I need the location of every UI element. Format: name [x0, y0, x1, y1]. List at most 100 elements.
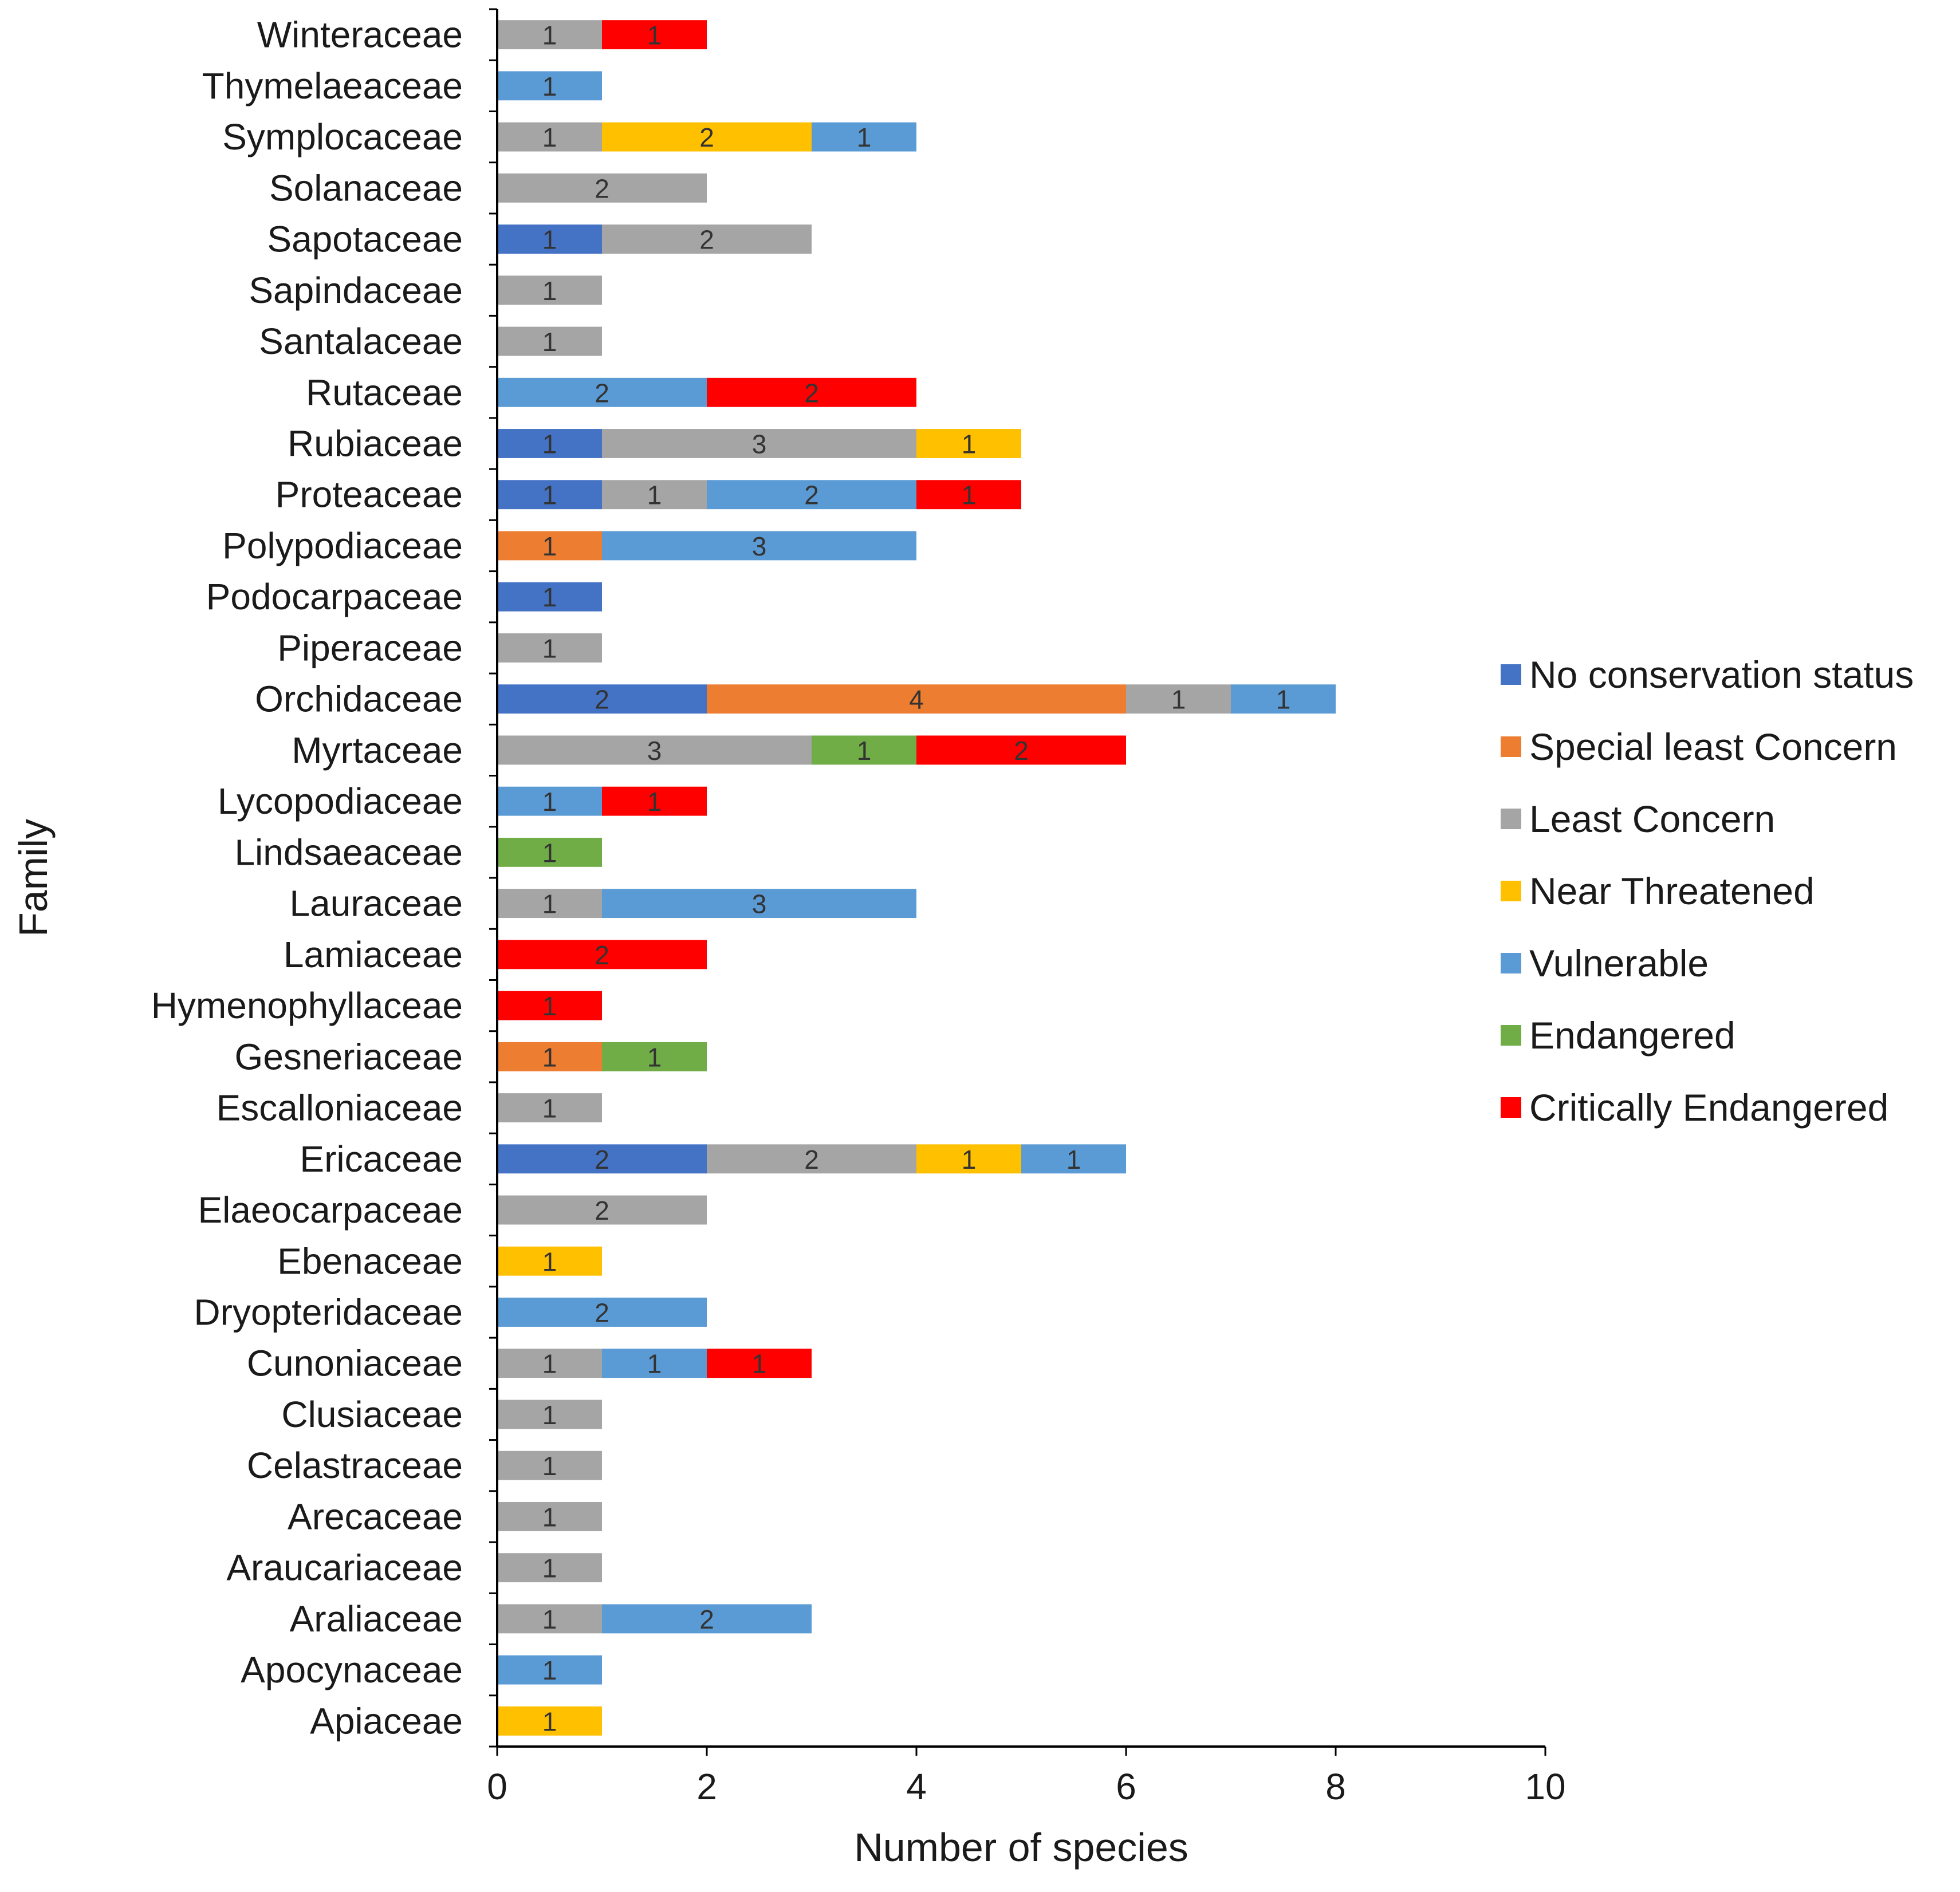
category-label: Gesneriaceae [235, 1036, 463, 1077]
bar-data-label: 2 [804, 378, 819, 408]
bar-data-label: 2 [595, 685, 609, 715]
category-label: Hymenophyllaceae [151, 985, 463, 1026]
bar-segment [707, 377, 916, 407]
bar-segment [497, 1400, 602, 1429]
bar-data-label: 2 [804, 480, 819, 510]
legend-label: Endangered [1529, 1014, 1735, 1057]
bar-data-label: 2 [595, 940, 609, 970]
bars-layer: 1 1 1 1 2 1 2 1 2 1 1 2 2 1 3 1 1 1 2 1 1 3 1 1 2 4 1 1 3 1 2 1 1 1 1 3 2 1 1 1… [497, 20, 1336, 1736]
legend-swatch [1501, 881, 1521, 901]
bar-data-label: 2 [595, 174, 609, 203]
bar-data-label: 1 [542, 429, 557, 459]
bar-segment [497, 1144, 707, 1174]
bar-data-label: 1 [542, 1042, 557, 1072]
bar-data-label: 1 [542, 531, 557, 561]
bar-data-label: 1 [542, 889, 557, 919]
bar-segment [497, 1195, 707, 1225]
category-label: Apiaceae [310, 1700, 463, 1741]
bar-data-label: 1 [542, 633, 557, 663]
category-label: Rubiaceae [288, 423, 463, 464]
bar-data-label: 1 [542, 838, 557, 868]
category-label: Lauraceae [290, 883, 463, 924]
category-label: Solanaceae [269, 167, 463, 208]
x-tick-label: 8 [1325, 1766, 1346, 1807]
bar-data-label: 1 [542, 1706, 557, 1736]
x-axis-title: Number of species [854, 1825, 1188, 1870]
category-label: Santalaceae [259, 321, 463, 362]
bar-data-label: 1 [647, 1042, 662, 1072]
bar-data-label: 2 [595, 1298, 609, 1328]
bar-segment [1231, 684, 1336, 714]
category-label: Polypodiaceae [222, 525, 463, 566]
bar-segment [497, 1349, 602, 1378]
category-label: Arecaceae [288, 1496, 463, 1537]
bar-data-label: 4 [909, 685, 924, 715]
bar-segment [497, 582, 602, 612]
bar-segment [497, 1655, 602, 1685]
bar-data-label: 1 [857, 736, 872, 766]
bar-segment [497, 122, 602, 152]
bar-segment [602, 1604, 812, 1634]
bar-segment [916, 480, 1021, 510]
bar-data-label: 1 [647, 480, 662, 510]
bar-data-label: 1 [542, 1656, 557, 1685]
bar-segment [497, 889, 602, 919]
bar-data-label: 1 [542, 1400, 557, 1430]
category-label: Lycopodiaceae [218, 781, 463, 822]
bar-data-label: 1 [542, 991, 557, 1021]
bar-segment [497, 1246, 602, 1276]
legend-label: No conservation status [1529, 653, 1914, 696]
bar-segment [602, 1349, 707, 1378]
legend-item: Endangered [1501, 1014, 1735, 1057]
bar-data-label: 1 [542, 21, 557, 50]
legend-label: Critically Endangered [1529, 1086, 1888, 1129]
category-label: Rutaceae [306, 372, 463, 413]
category-label: Dryopteridaceae [194, 1292, 463, 1333]
bar-data-label: 2 [595, 1145, 609, 1174]
bar-segment [497, 940, 707, 969]
category-label: Ericaceae [300, 1138, 463, 1180]
bar-segment [497, 1042, 602, 1071]
bar-segment [707, 684, 1126, 714]
bar-segment [497, 991, 602, 1020]
y-axis-title: Family [11, 819, 56, 937]
category-label: Sapotaceae [267, 219, 463, 260]
legend-item: Least Concern [1501, 798, 1775, 840]
legend-item: Special least Concern [1501, 726, 1897, 768]
bar-segment [812, 122, 916, 152]
bar-data-label: 1 [542, 480, 557, 510]
bar-segment [497, 531, 602, 561]
axes-layer: 0 2 4 6 8 10 [487, 8, 1566, 1807]
bar-segment [497, 1706, 602, 1736]
bar-segment [812, 735, 916, 765]
bar-segment [497, 837, 602, 867]
x-tick-label: 10 [1525, 1766, 1565, 1807]
category-label: Orchidaceae [255, 679, 463, 720]
category-label: Apocynaceae [241, 1649, 463, 1690]
legend-swatch [1501, 664, 1521, 685]
bar-segment [916, 1144, 1021, 1174]
bar-segment [497, 1093, 602, 1122]
bar-segment [497, 173, 707, 203]
x-tick-label: 4 [906, 1766, 927, 1807]
bar-segment [497, 429, 602, 458]
bar-data-label: 1 [647, 21, 662, 50]
bar-data-label: 1 [962, 1145, 977, 1174]
legend-label: Near Threatened [1529, 870, 1815, 912]
bar-data-label: 2 [804, 1145, 819, 1174]
bar-data-label: 1 [542, 1605, 557, 1634]
bar-data-label: 1 [542, 276, 557, 306]
bar-data-label: 2 [699, 225, 714, 255]
bar-segment [497, 735, 812, 765]
category-label: Cunoniaceae [247, 1343, 463, 1384]
category-label: Celastraceae [247, 1445, 463, 1486]
bar-data-label: 3 [752, 889, 767, 919]
bar-segment [497, 377, 707, 407]
x-tick-label: 0 [487, 1766, 507, 1807]
bar-segment [497, 1298, 707, 1327]
legend-item: Near Threatened [1501, 870, 1815, 912]
bar-segment [497, 326, 602, 356]
bar-data-label: 2 [595, 1196, 609, 1225]
legend-label: Special least Concern [1529, 726, 1897, 768]
